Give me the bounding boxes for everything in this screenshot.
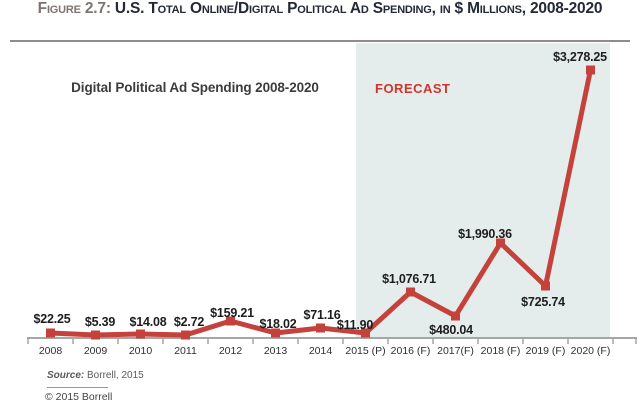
footer-divider xyxy=(47,387,108,388)
data-point-label: $18.02 xyxy=(259,317,296,331)
x-tick-label: 2009 xyxy=(84,345,108,357)
data-point-label: $1,076.71 xyxy=(382,272,436,286)
source-line: Source: Borrell, 2015 xyxy=(47,370,144,381)
data-point-marker xyxy=(451,311,460,321)
data-point-marker xyxy=(496,238,505,248)
data-point-label: $5.39 xyxy=(85,315,116,329)
data-point-label: $2.72 xyxy=(174,315,205,329)
x-tick-label: 2014 xyxy=(309,345,333,357)
source-text: Borrell, 2015 xyxy=(84,370,144,381)
x-tick-label: 2019 (F) xyxy=(526,345,566,357)
data-point-label: $159.21 xyxy=(210,306,254,320)
data-point-label: $3,278.25 xyxy=(553,50,607,64)
data-point-marker xyxy=(136,329,145,339)
data-point-label: $71.16 xyxy=(303,308,340,322)
data-point-marker xyxy=(316,323,325,333)
figure-title-text: U.S. Total Online/Digital Political Ad S… xyxy=(110,0,603,17)
x-tick-label: 2018 (F) xyxy=(481,345,521,357)
copyright-text: © 2015 Borrell xyxy=(45,391,113,403)
data-point-marker xyxy=(91,330,100,340)
data-point-marker xyxy=(361,328,370,338)
data-point-marker xyxy=(271,328,280,338)
figure-title: Figure 2.7: U.S. Total Online/Digital Po… xyxy=(0,0,640,18)
figure-number-label: Figure 2.7: xyxy=(37,0,111,17)
data-point-label: $1,990.36 xyxy=(458,227,512,241)
x-tick-label: 2008 xyxy=(39,345,63,357)
x-tick-label: 2015 (P) xyxy=(345,345,385,357)
title-divider xyxy=(10,40,630,42)
x-tick-label: 2020 (F) xyxy=(571,345,611,357)
x-tick-label: 2011 xyxy=(174,345,197,357)
x-tick-label: 2016 (F) xyxy=(391,345,431,357)
data-point-marker xyxy=(226,316,235,326)
data-point-label: $725.74 xyxy=(521,295,565,309)
x-tick-label: 2010 xyxy=(129,345,153,357)
data-point-marker xyxy=(46,328,55,338)
x-tick-label: 2017(F) xyxy=(437,345,474,357)
x-tick-label: 2012 xyxy=(219,345,243,357)
data-point-marker xyxy=(586,65,595,75)
source-label: Source: xyxy=(47,370,85,381)
data-point-label: $14.08 xyxy=(129,315,166,329)
data-point-marker xyxy=(541,281,550,291)
forecast-label: FORECAST xyxy=(375,81,451,96)
data-point-marker xyxy=(406,287,415,297)
data-point-label: $480.04 xyxy=(429,323,473,337)
x-tick-label: 2013 xyxy=(264,345,288,357)
data-point-label: $22.25 xyxy=(33,312,70,326)
data-point-label: $11.90 xyxy=(337,318,374,332)
chart-subtitle: Digital Political Ad Spending 2008-2020 xyxy=(71,80,319,95)
data-point-marker xyxy=(181,330,190,340)
